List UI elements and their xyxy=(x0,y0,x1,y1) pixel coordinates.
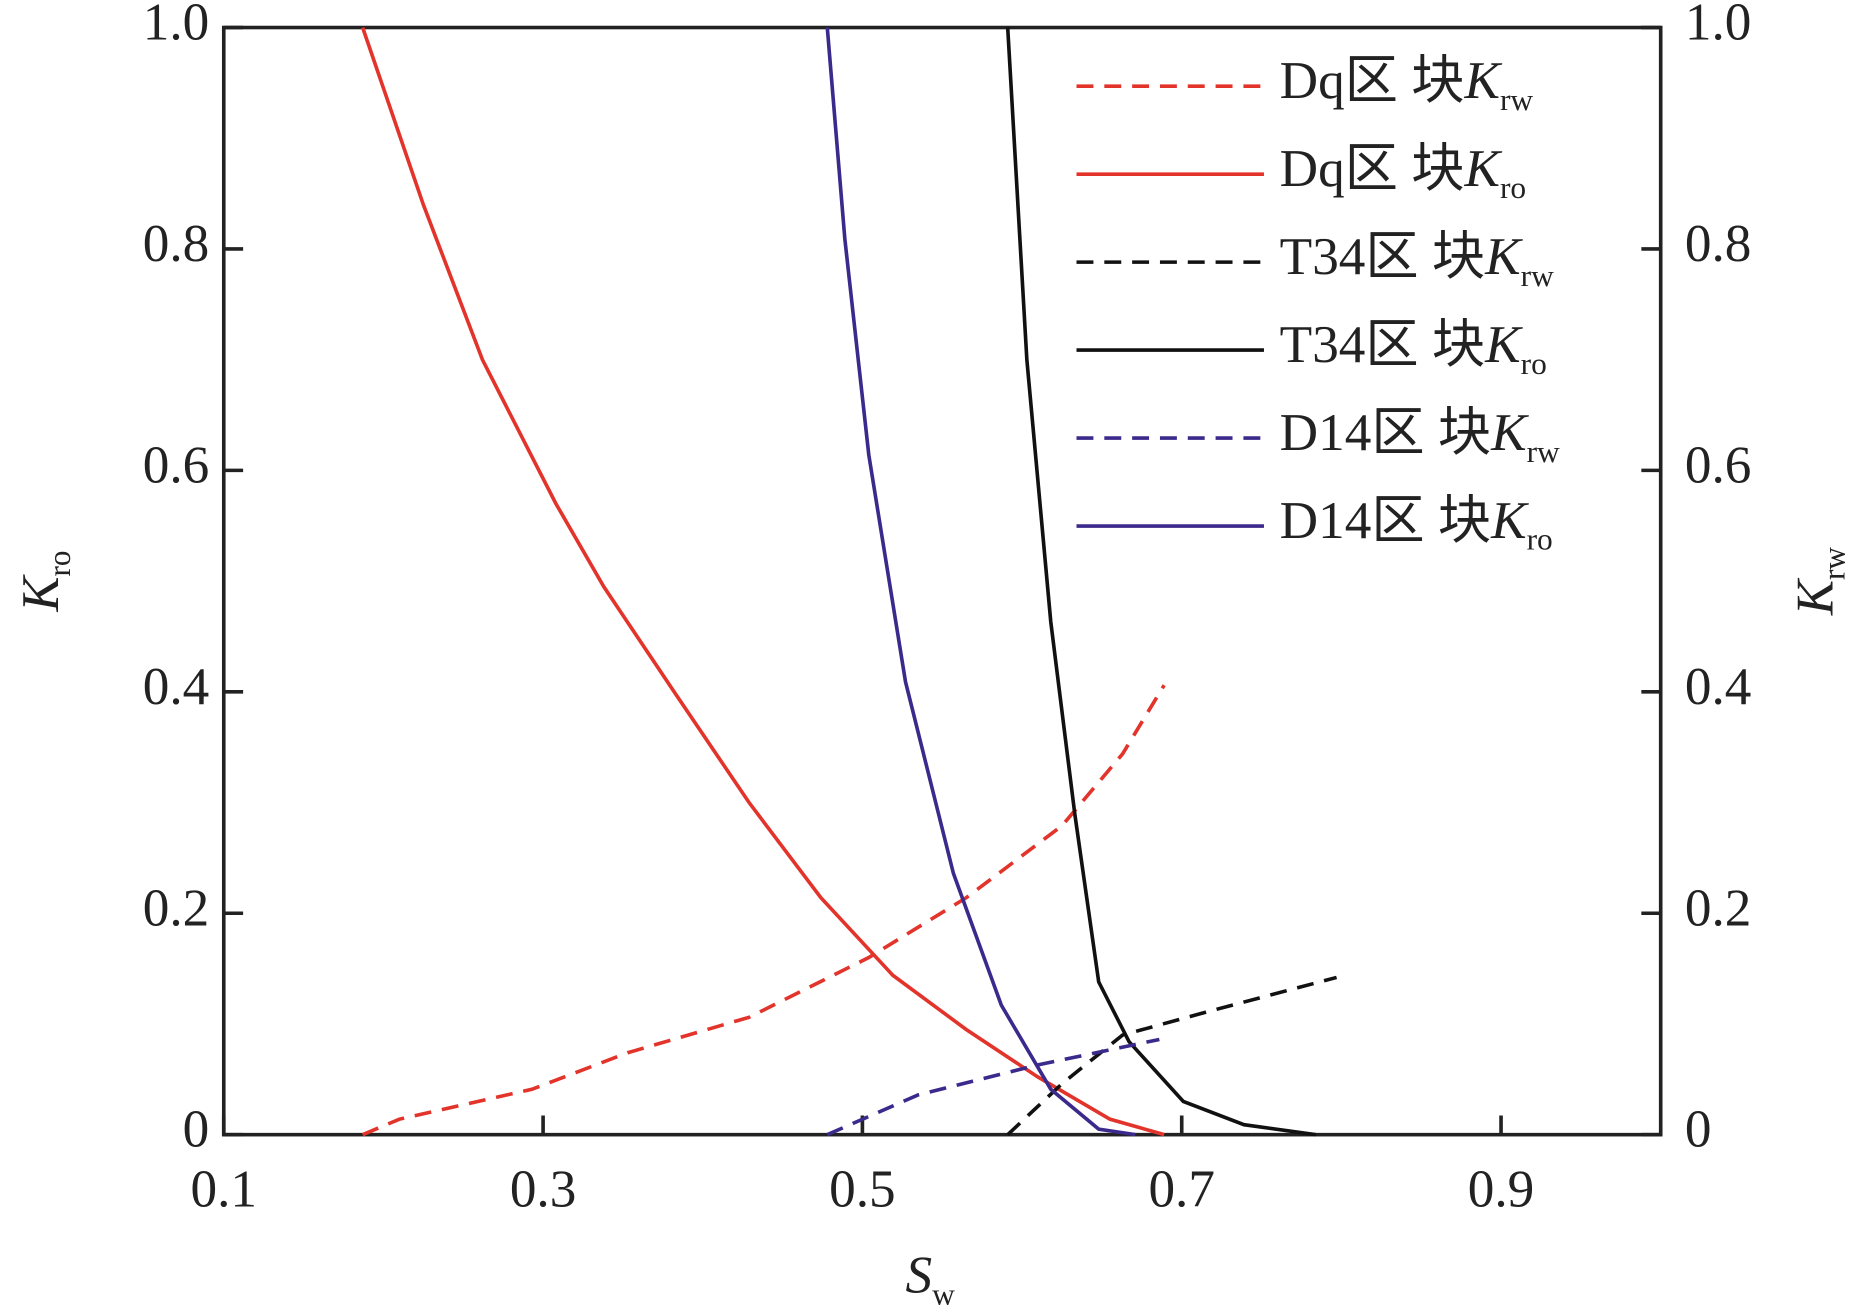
x-tick-label: 0.7 xyxy=(1148,1161,1215,1219)
y-tick-label: 0.8 xyxy=(143,215,210,273)
series-line xyxy=(825,27,1136,1137)
series-line xyxy=(826,1037,1160,1137)
plot-frame xyxy=(221,25,1663,1137)
legend-label: T34区 块Kro xyxy=(1280,316,1547,381)
y2-tick-label: 0 xyxy=(1685,1101,1712,1159)
series-line xyxy=(361,684,1166,1137)
x-tick-label: 0.1 xyxy=(191,1161,258,1219)
legend-label: Dq区 块Kro xyxy=(1280,140,1526,205)
y-axis-label: Kro xyxy=(12,551,77,613)
y-tick-label: 0.2 xyxy=(143,880,210,938)
legend-label: D14区 块Krw xyxy=(1280,404,1560,469)
x-axis-label: Sw xyxy=(905,1247,955,1312)
y2-tick-label: 0.4 xyxy=(1685,658,1752,716)
x-tick-label: 0.5 xyxy=(829,1161,896,1219)
y-tick-label: 0.4 xyxy=(143,658,210,716)
y2-axis-label: Krw xyxy=(1786,547,1851,616)
legend-label: T34区 块Krw xyxy=(1280,228,1555,293)
y2-tick-label: 1.0 xyxy=(1685,0,1752,52)
y-tick-label: 0.6 xyxy=(143,437,210,495)
series-line xyxy=(1006,975,1338,1136)
y2-tick-label: 0.2 xyxy=(1685,880,1752,938)
series-line xyxy=(1005,27,1317,1137)
y-tick-label: 0 xyxy=(183,1101,210,1159)
x-tick-label: 0.9 xyxy=(1468,1161,1535,1219)
series-line xyxy=(360,26,1165,1137)
y-tick-label: 1.0 xyxy=(143,0,210,52)
legend-label: D14区 块Kro xyxy=(1280,492,1553,557)
legend-label: Dq区 块Krw xyxy=(1280,53,1534,118)
x-tick-label: 0.3 xyxy=(510,1161,577,1219)
y2-tick-label: 0.6 xyxy=(1685,437,1752,495)
y2-tick-label: 0.8 xyxy=(1685,215,1752,273)
